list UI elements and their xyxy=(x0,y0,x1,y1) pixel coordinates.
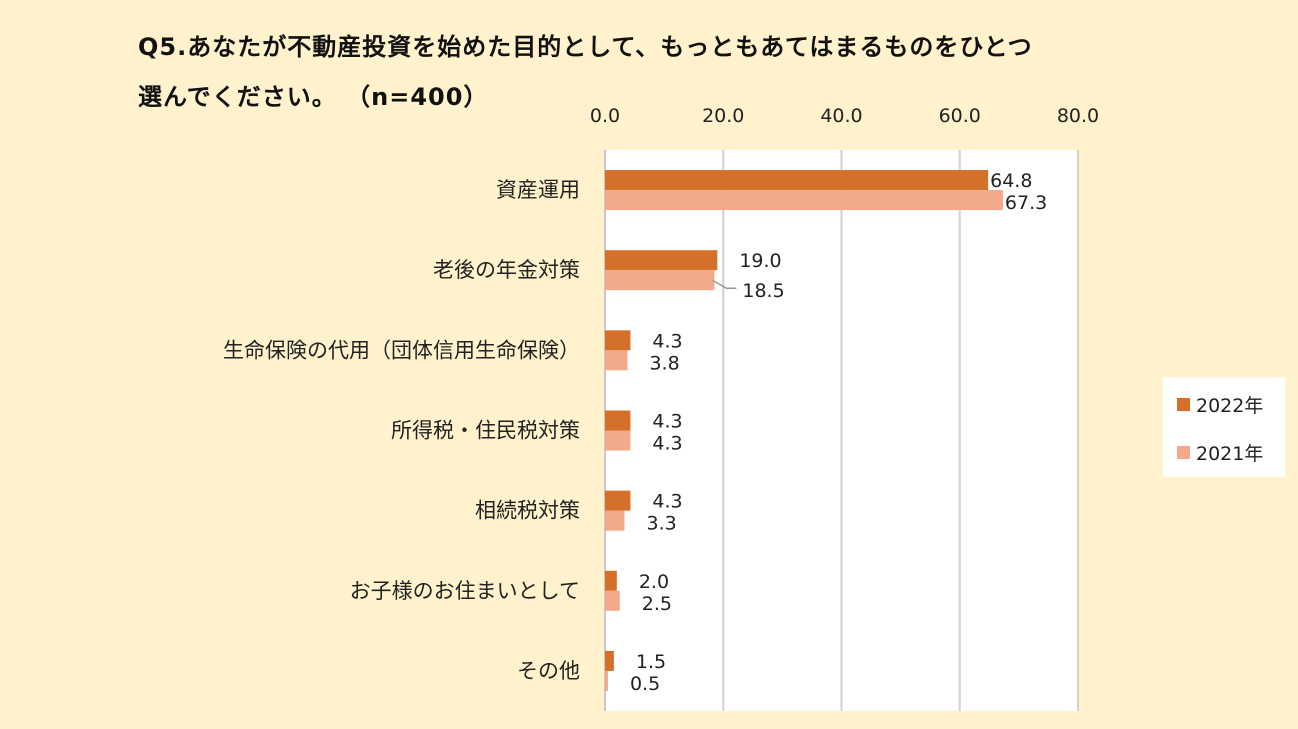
data-label-2022年-5: 2.0 xyxy=(639,571,669,593)
data-label-2022年-2: 4.3 xyxy=(652,330,682,352)
legend-label-2021: 2021年 xyxy=(1196,443,1264,465)
data-label-2021年-2: 3.8 xyxy=(649,352,679,374)
bar-2021年-4 xyxy=(605,510,625,531)
legend-label-2022: 2022年 xyxy=(1196,395,1264,417)
bar-2022年-4 xyxy=(605,490,631,511)
legend: 2022年 2021年 xyxy=(1163,377,1285,477)
bar-2022年-5 xyxy=(605,570,617,591)
x-tick-label-2: 40.0 xyxy=(820,105,862,127)
bar-2021年-1 xyxy=(605,270,715,291)
title-line-2: 選んでください。 （n=400） xyxy=(138,83,489,111)
bar-2021年-6 xyxy=(605,670,608,691)
data-label-2022年-1: 19.0 xyxy=(739,250,781,272)
x-tick-label-3: 60.0 xyxy=(939,105,981,127)
data-label-2022年-0: 64.8 xyxy=(990,170,1032,192)
data-label-2021年-0: 67.3 xyxy=(1005,192,1047,214)
bar-2021年-0 xyxy=(605,190,1003,211)
category-label-0: 資産運用 xyxy=(496,178,580,202)
data-label-2021年-4: 3.3 xyxy=(647,513,677,535)
bar-2022年-1 xyxy=(605,250,718,271)
category-label-5: お子様のお住まいとして xyxy=(350,579,580,603)
data-label-2022年-4: 4.3 xyxy=(652,491,682,513)
category-label-2: 生命保険の代用（団体信用生命保険） xyxy=(223,338,580,362)
x-tick-label-4: 80.0 xyxy=(1057,105,1099,127)
data-label-2022年-6: 1.5 xyxy=(636,651,666,673)
data-label-2021年-3: 4.3 xyxy=(652,433,682,455)
data-label-2021年-5: 2.5 xyxy=(642,593,672,615)
bar-2021年-3 xyxy=(605,430,631,451)
x-tick-label-0: 0.0 xyxy=(590,105,620,127)
bar-2022年-3 xyxy=(605,410,631,431)
title-line-1: Q5.あなたが不動産投資を始めた目的として、もっともあてはまるものをひとつ xyxy=(138,33,1033,61)
legend-item-2022: 2022年 xyxy=(1177,391,1263,418)
data-label-2022年-3: 4.3 xyxy=(652,411,682,433)
category-label-3: 所得税・住民税対策 xyxy=(391,419,580,443)
bar-2021年-5 xyxy=(605,590,620,611)
category-label-6: その他 xyxy=(517,659,580,683)
chart-title: Q5.あなたが不動産投資を始めた目的として、もっともあてはまるものをひとつ 選ん… xyxy=(138,22,1033,122)
bar-2021年-2 xyxy=(605,350,628,371)
data-label-2021年-1: 18.5 xyxy=(742,280,784,302)
legend-swatch-2021 xyxy=(1177,446,1190,459)
x-tick-label-1: 20.0 xyxy=(702,105,744,127)
data-label-2021年-6: 0.5 xyxy=(630,673,660,695)
category-label-4: 相続税対策 xyxy=(475,499,580,523)
bar-2022年-2 xyxy=(605,330,631,351)
legend-item-2021: 2021年 xyxy=(1177,439,1263,466)
bar-2022年-6 xyxy=(605,650,614,671)
leader-line-1 xyxy=(712,279,737,289)
legend-swatch-2022 xyxy=(1177,398,1190,411)
bar-2022年-0 xyxy=(605,170,989,191)
category-label-1: 老後の年金対策 xyxy=(433,258,580,282)
